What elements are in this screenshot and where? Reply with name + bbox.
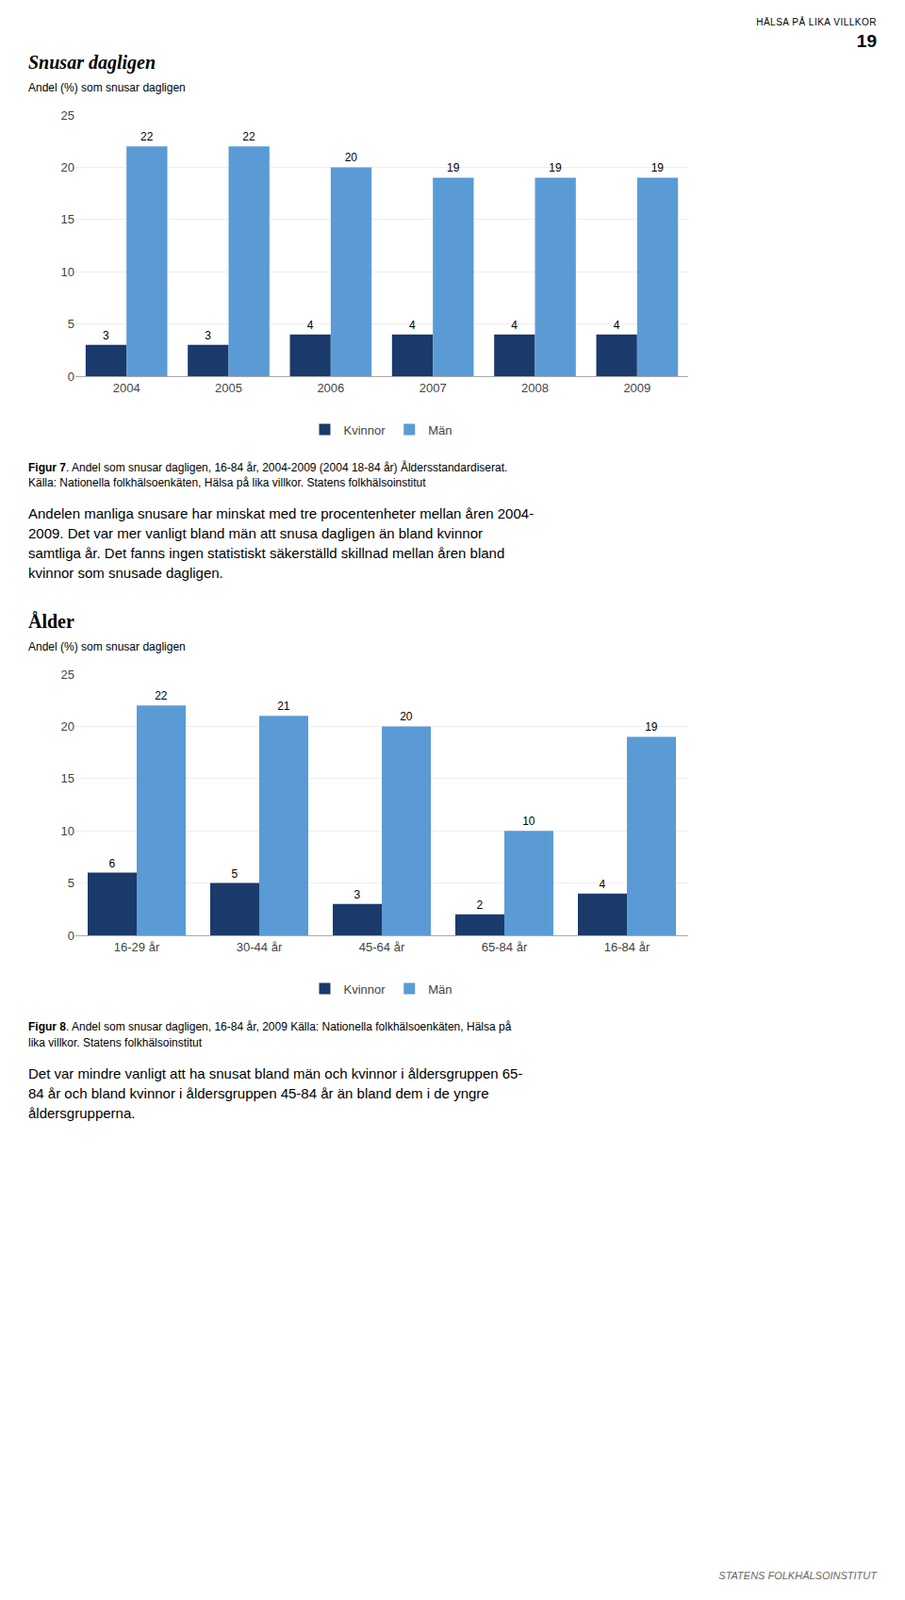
html-text:Ålder: Ålder [28, 611, 75, 632]
svg-text:2008: 2008 [521, 380, 549, 395]
svg-text:0: 0 [67, 928, 75, 943]
html-text:19: 19 [856, 31, 877, 51]
svg-text:20: 20 [345, 150, 359, 165]
svg-text:20: 20 [61, 719, 75, 734]
svg-text:2004: 2004 [113, 380, 141, 395]
svg-text:2005: 2005 [214, 380, 243, 395]
svg-text:0: 0 [67, 369, 75, 384]
svg-text:21: 21 [277, 700, 291, 714]
html-text:Snusar dagligen: Snusar dagligen [28, 51, 156, 73]
svg-text:22: 22 [242, 130, 256, 144]
svg-text:22: 22 [140, 130, 154, 144]
html-text:HÄLSA PÅ LIKA VILLKOR: HÄLSA PÅ LIKA VILLKOR [756, 16, 877, 28]
svg-text:4: 4 [510, 318, 518, 332]
svg-text:2009: 2009 [623, 380, 651, 395]
svg-text:22: 22 [154, 690, 168, 704]
html-text:Det var mindre vanligt att ha: Det var mindre vanligt att ha snusat bla… [28, 1065, 523, 1121]
svg-text:65-84 år: 65-84 år [481, 939, 528, 955]
svg-text:16-84 år: 16-84 år [604, 939, 651, 955]
svg-text:19: 19 [548, 161, 562, 175]
svg-text:Män: Män [427, 423, 452, 438]
svg-text:4: 4 [409, 318, 416, 332]
svg-text:20: 20 [61, 160, 75, 175]
svg-text:2007: 2007 [419, 380, 447, 395]
svg-text:2: 2 [477, 898, 484, 912]
svg-text:5: 5 [67, 316, 75, 331]
html-text:Andel (%) som snusar dagligen: Andel (%) som snusar dagligen [28, 640, 186, 654]
svg-text:4: 4 [613, 318, 621, 332]
svg-text:25: 25 [61, 108, 75, 123]
svg-text:10: 10 [522, 815, 536, 829]
svg-text:19: 19 [651, 161, 665, 175]
svg-text:19: 19 [644, 721, 659, 735]
svg-text:2006: 2006 [316, 380, 345, 395]
svg-text:4: 4 [307, 318, 314, 332]
svg-text:19: 19 [446, 161, 461, 175]
svg-text:45-64 år: 45-64 år [359, 939, 406, 955]
svg-text:4: 4 [599, 877, 607, 891]
svg-text:6: 6 [109, 856, 116, 871]
svg-text:3: 3 [354, 888, 362, 902]
svg-text:5: 5 [231, 867, 239, 881]
svg-text:16-29 år: 16-29 år [114, 939, 161, 955]
svg-text:10: 10 [61, 264, 75, 280]
html-text:Figur 7. Andel som snusar dagl: Figur 7. Andel som snusar dagligen, 16-8… [28, 460, 508, 490]
svg-text:15: 15 [61, 772, 75, 787]
svg-text:3: 3 [204, 329, 212, 343]
svg-text:Kvinnor: Kvinnor [344, 423, 387, 438]
svg-text:20: 20 [399, 710, 413, 724]
html-text:Andelen manliga snusare har mi: Andelen manliga snusare har minskat med … [28, 505, 534, 582]
svg-text:3: 3 [102, 329, 110, 343]
svg-text:Män: Män [427, 982, 452, 997]
svg-text:Kvinnor: Kvinnor [344, 982, 387, 997]
svg-text:15: 15 [61, 212, 75, 227]
html-text:Figur 8. Andel som snusar dagl: Figur 8. Andel som snusar dagligen, 16-8… [28, 1020, 512, 1049]
svg-text:10: 10 [61, 823, 75, 839]
svg-text:30-44 år: 30-44 år [236, 939, 283, 955]
svg-text:25: 25 [61, 667, 75, 682]
html-text:STATENS FOLKHÄLSOINSTITUT: STATENS FOLKHÄLSOINSTITUT [718, 1569, 877, 1581]
html-text:Andel (%) som snusar dagligen: Andel (%) som snusar dagligen [28, 81, 186, 95]
svg-text:5: 5 [67, 876, 75, 891]
